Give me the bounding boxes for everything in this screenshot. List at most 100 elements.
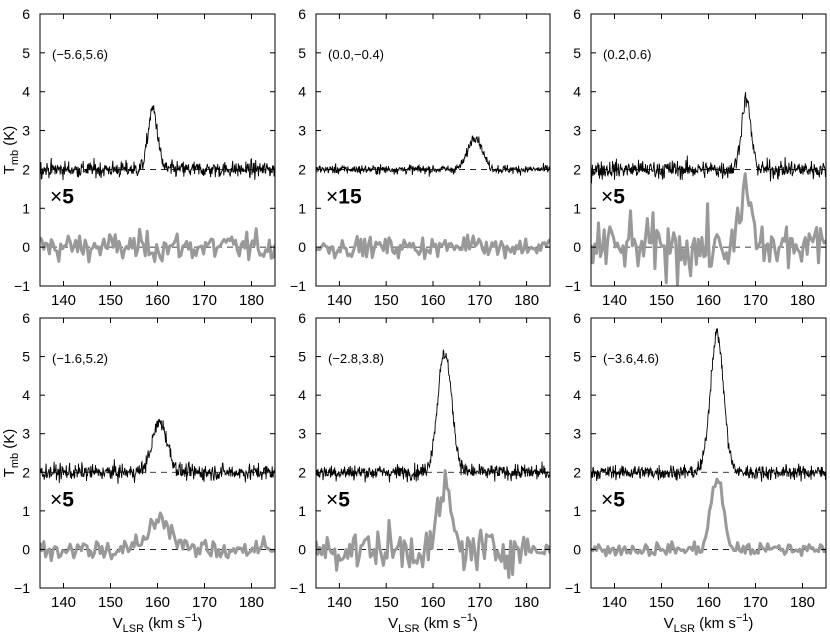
scale-factor: ×5 [601,488,625,511]
y-tick-label: 4 [298,387,306,403]
y-tick-label: 4 [573,84,581,100]
position-label: (−1.6,5.2) [52,351,108,366]
y-tick-label: −1 [14,278,30,294]
scale-number: 5 [338,488,350,511]
x-tick-label: 160 [145,594,170,611]
position-label: (−5.6,5.6) [52,47,108,62]
x-label-part: ) [748,615,753,632]
y-tick-label: 0 [573,541,581,557]
x-axis-label: VLSR (km s−1) [388,612,478,632]
y-tick-label: 3 [573,123,581,139]
y-tick-label: 2 [298,161,306,177]
y-tick-label: 6 [298,310,306,326]
y-label-part: (K) [1,126,18,150]
x-label-part: LSR [674,623,695,632]
scale-times: × [601,186,613,209]
spectrum-raw [316,135,550,177]
y-tick-label: −1 [14,580,30,596]
scale-number: 5 [62,488,74,511]
y-axis-label: Tmb (K) [1,126,21,175]
spectrum-raw [40,418,275,484]
x-tick-label: 140 [327,292,352,309]
x-label-part: LSR [398,623,419,632]
x-tick-label: 160 [420,594,445,611]
x-label-part: −1 [736,612,749,624]
scale-times: × [50,488,62,511]
x-tick-label: 140 [51,594,76,611]
y-label-part: (K) [1,429,18,453]
y-tick-label: 5 [298,349,306,365]
y-tick-label: 4 [573,387,581,403]
x-tick-label: 140 [602,292,627,309]
x-label-part: V [388,615,398,632]
scale-number: 5 [613,488,625,511]
spectrum-raw [591,328,826,482]
scale-factor: ×5 [601,186,625,209]
x-tick-label: 160 [696,292,721,309]
x-tick-label: 170 [192,594,217,611]
y-tick-label: 1 [22,503,30,519]
x-tick-label: 160 [420,292,445,309]
scale-times: × [326,186,338,209]
y-tick-label: 5 [22,45,30,61]
scale-factor: ×15 [326,186,362,209]
y-tick-label: 2 [22,161,30,177]
x-tick-label: 150 [98,292,123,309]
x-tick-label: 170 [467,594,492,611]
spectrum-scaled [591,477,826,558]
y-tick-label: 1 [573,503,581,519]
y-tick-label: 6 [22,310,30,326]
x-tick-label: 150 [649,594,674,611]
scale-times: × [601,488,613,511]
x-label-part: (km s [420,615,461,632]
scale-times: × [50,186,62,209]
scale-number: 5 [62,186,74,209]
x-label-part: −1 [185,612,198,624]
y-tick-label: −1 [565,580,581,596]
y-label-part: T [1,468,18,477]
y-tick-label: 3 [298,123,306,139]
y-tick-label: 2 [573,161,581,177]
scale-number: 15 [338,186,362,209]
x-tick-label: 140 [602,594,627,611]
y-tick-label: 3 [298,426,306,442]
y-tick-label: 1 [22,200,30,216]
x-label-part: ) [473,615,478,632]
x-tick-label: 140 [51,292,76,309]
x-tick-label: 180 [514,292,539,309]
y-tick-label: −1 [290,278,306,294]
scale-factor: ×5 [326,488,350,511]
position-label: (0.0,−0.4) [328,47,384,62]
y-tick-label: 4 [22,84,30,100]
x-tick-label: 140 [327,594,352,611]
spectrum-raw [591,92,826,184]
y-tick-label: 1 [298,200,306,216]
x-axis-label: VLSR (km s−1) [113,612,203,632]
x-tick-label: 150 [649,292,674,309]
y-tick-label: 6 [22,6,30,22]
spectrum-scaled [40,511,275,563]
x-tick-label: 180 [239,292,264,309]
y-axis-label: Tmb (K) [1,429,21,478]
spectrum-scaled [316,469,550,579]
x-label-part: ) [197,615,202,632]
x-tick-label: 170 [743,292,768,309]
x-tick-label: 180 [790,594,815,611]
y-tick-label: 5 [22,349,30,365]
y-tick-label: 0 [573,239,581,255]
x-tick-label: 170 [743,594,768,611]
y-tick-label: 0 [298,541,306,557]
position-label: (−2.8,3.8) [328,351,384,366]
scale-times: × [326,488,338,511]
x-tick-label: 160 [145,292,170,309]
y-tick-label: 0 [298,239,306,255]
y-tick-label: 3 [22,426,30,442]
y-tick-label: 1 [573,200,581,216]
y-label-part: mb [9,453,21,468]
